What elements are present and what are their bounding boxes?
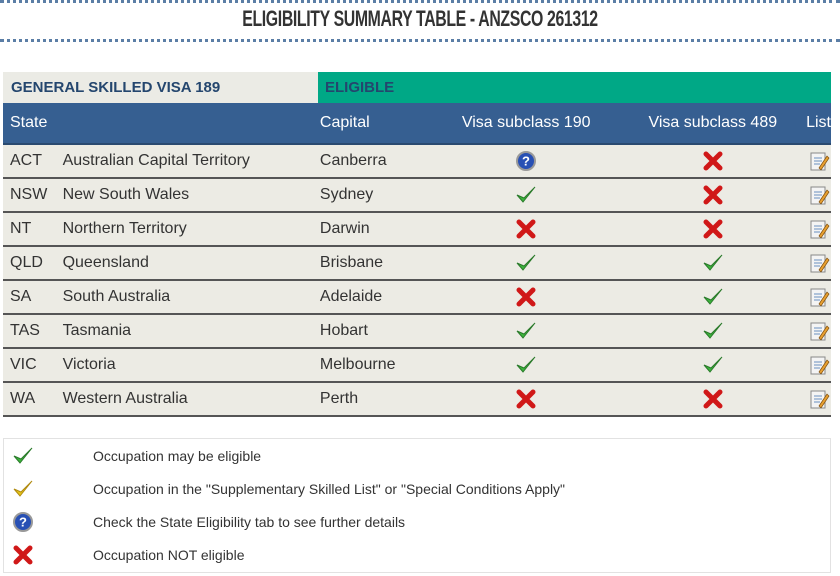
state-capital: Melbourne xyxy=(319,348,433,383)
table-row: QLD Queensland Brisbane xyxy=(3,246,831,281)
legend-text: Occupation may be eligible xyxy=(93,448,262,464)
state-capital: Adelaide xyxy=(319,280,433,315)
state-name: Tasmania xyxy=(62,314,320,349)
cross-icon xyxy=(515,218,537,240)
cross-icon xyxy=(702,184,724,206)
check-icon xyxy=(515,320,537,342)
header-v489: Visa subclass 489 xyxy=(619,103,807,145)
cross-icon xyxy=(515,388,537,410)
state-abbr: TAS xyxy=(3,314,63,349)
check-icon xyxy=(515,252,537,274)
table-header: State Capital Visa subclass 190 Visa sub… xyxy=(3,103,831,145)
list-edit-icon[interactable] xyxy=(808,150,830,172)
state-abbr: WA xyxy=(3,382,63,417)
state-abbr: QLD xyxy=(3,246,63,281)
cross-icon xyxy=(702,218,724,240)
title-divider xyxy=(0,39,840,42)
header-capital: Capital xyxy=(319,103,433,145)
legend-item: Occupation in the "Supplementary Skilled… xyxy=(12,478,565,500)
list-edit-icon[interactable] xyxy=(808,286,830,308)
list-edit-icon[interactable] xyxy=(808,218,830,240)
check-icon xyxy=(702,354,724,376)
check-icon xyxy=(12,445,34,467)
list-edit-icon[interactable] xyxy=(808,252,830,274)
eligibility-table: State Capital Visa subclass 190 Visa sub… xyxy=(3,103,831,417)
visa-189-label: GENERAL SKILLED VISA 189 xyxy=(3,72,318,103)
legend: Occupation may be eligible Occupation in … xyxy=(3,438,831,573)
svg-text:?: ? xyxy=(19,515,27,530)
state-abbr: SA xyxy=(3,280,63,315)
cross-icon xyxy=(515,286,537,308)
visa-189-band: GENERAL SKILLED VISA 189 ELIGIBLE xyxy=(3,72,831,103)
table-row: NSW New South Wales Sydney xyxy=(3,178,831,213)
header-list: List xyxy=(806,103,831,145)
cross-icon xyxy=(12,544,34,566)
table-row: TAS Tasmania Hobart xyxy=(3,314,831,349)
state-name: Western Australia xyxy=(62,382,320,417)
state-abbr: NSW xyxy=(3,178,63,213)
header-state: State xyxy=(3,103,320,145)
cross-icon xyxy=(702,388,724,410)
state-name: South Australia xyxy=(62,280,320,315)
state-capital: Canberra xyxy=(319,144,433,179)
legend-text: Occupation NOT eligible xyxy=(93,547,245,563)
cross-icon xyxy=(702,150,724,172)
table-row: WA Western Australia Perth xyxy=(3,382,831,417)
list-edit-icon[interactable] xyxy=(808,388,830,410)
check-icon xyxy=(702,286,724,308)
state-name: New South Wales xyxy=(62,178,320,213)
list-edit-icon[interactable] xyxy=(808,320,830,342)
table-row: SA South Australia Adelaide xyxy=(3,280,831,315)
state-abbr: NT xyxy=(3,212,63,247)
check-icon xyxy=(515,354,537,376)
table-row: VIC Victoria Melbourne xyxy=(3,348,831,383)
state-abbr: ACT xyxy=(3,144,63,179)
state-capital: Sydney xyxy=(319,178,433,213)
legend-item: Occupation NOT eligible xyxy=(12,544,244,566)
list-edit-icon[interactable] xyxy=(808,184,830,206)
table-row: ACT Australian Capital Territory Canberr… xyxy=(3,144,831,179)
state-name: Queensland xyxy=(62,246,320,281)
check-icon xyxy=(702,252,724,274)
header-v190: Visa subclass 190 xyxy=(432,103,620,145)
state-capital: Perth xyxy=(319,382,433,417)
state-name: Australian Capital Territory xyxy=(62,144,320,179)
question-icon: ? xyxy=(12,511,34,533)
state-capital: Brisbane xyxy=(319,246,433,281)
yellow-check-icon xyxy=(12,478,34,500)
check-icon xyxy=(515,184,537,206)
table-row: NT Northern Territory Darwin xyxy=(3,212,831,247)
state-capital: Darwin xyxy=(319,212,433,247)
list-edit-icon[interactable] xyxy=(808,354,830,376)
state-capital: Hobart xyxy=(319,314,433,349)
state-name: Victoria xyxy=(62,348,320,383)
page-title: ELIGIBILITY SUMMARY TABLE - ANZSCO 26131… xyxy=(242,6,598,31)
state-name: Northern Territory xyxy=(62,212,320,247)
check-icon xyxy=(702,320,724,342)
top-divider xyxy=(0,0,840,3)
svg-text:?: ? xyxy=(522,154,530,169)
legend-text: Check the State Eligibility tab to see f… xyxy=(93,514,406,530)
legend-text: Occupation in the "Supplementary Skilled… xyxy=(93,481,566,497)
visa-189-status: ELIGIBLE xyxy=(318,72,831,103)
state-abbr: VIC xyxy=(3,348,63,383)
question-icon: ? xyxy=(515,150,537,172)
legend-item: Occupation may be eligible xyxy=(12,445,261,467)
legend-item: ? Check the State Eligibility tab to see … xyxy=(12,511,405,533)
